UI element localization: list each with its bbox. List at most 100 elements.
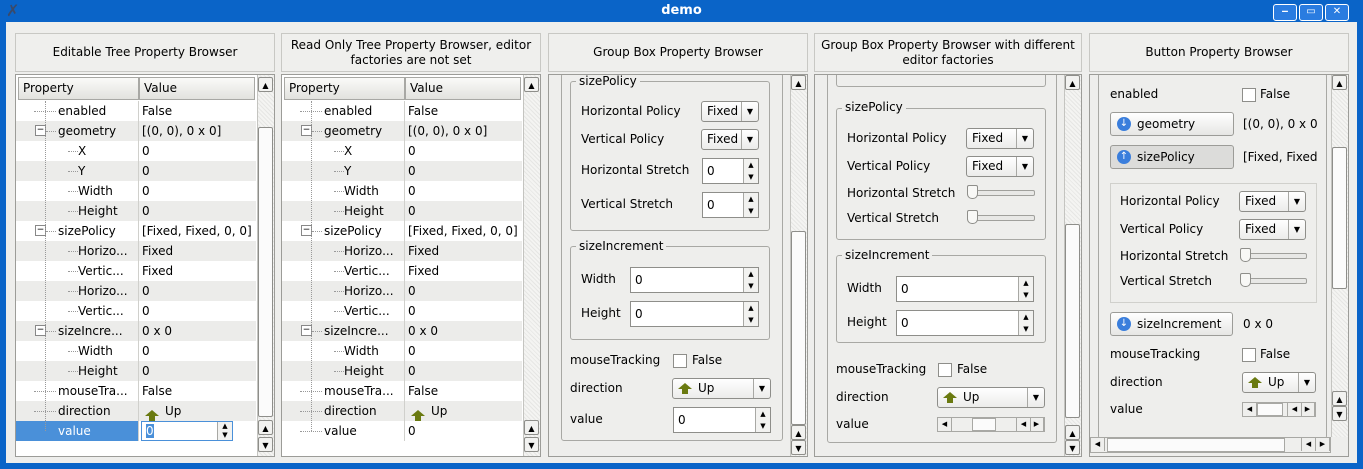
width-spinbox[interactable]: 0 ▲ ▼: [630, 267, 759, 293]
tree-row[interactable]: direction Up: [16, 401, 256, 421]
direction-combo[interactable]: Up ▼: [937, 387, 1045, 408]
scroll-left-icon[interactable]: ◀: [1301, 438, 1316, 451]
scroll-up-icon[interactable]: ▲: [1065, 425, 1080, 440]
value-spinbox[interactable]: 0 ▲ ▼: [141, 421, 233, 441]
tree-row[interactable]: Width 0: [282, 341, 522, 361]
vertical-policy-combo[interactable]: Fixed ▼: [1239, 219, 1306, 240]
scroll-down-icon[interactable]: ▼: [1332, 406, 1347, 421]
horizontal-policy-combo[interactable]: Fixed ▼: [966, 128, 1034, 149]
vertical-stretch-spinbox[interactable]: 0 ▲ ▼: [702, 192, 759, 218]
tree-row[interactable]: value 0: [282, 421, 522, 441]
tree-row[interactable]: value 0 ▲ ▼: [16, 421, 256, 441]
scroll-thumb[interactable]: [972, 418, 996, 431]
scroll-up-icon[interactable]: ▲: [791, 75, 806, 90]
scroll-up-icon[interactable]: ▲: [524, 420, 539, 435]
scroll-up-icon[interactable]: ▲: [1332, 75, 1347, 90]
scroll-down-icon[interactable]: ▼: [524, 437, 539, 452]
tree-row[interactable]: enabled False: [16, 101, 256, 121]
vertical-scrollbar[interactable]: ▲ ▲ ▼: [1331, 75, 1348, 437]
spin-up-icon[interactable]: ▲: [743, 268, 758, 280]
scroll-up-icon[interactable]: ▲: [1065, 75, 1080, 90]
slider-handle[interactable]: [1240, 248, 1251, 262]
horizontal-policy-combo[interactable]: Fixed ▼: [1239, 191, 1306, 212]
tree-row[interactable]: − sizePolicy [Fixed, Fixed, 0, 0]: [282, 221, 522, 241]
vertical-scrollbar[interactable]: ▲ ▲ ▼: [523, 75, 540, 456]
height-spinbox[interactable]: 0 ▲ ▼: [896, 310, 1034, 336]
scroll-up-icon[interactable]: ▲: [791, 425, 806, 440]
mousetracking-checkbox[interactable]: [673, 354, 687, 368]
tree-row[interactable]: Horizo... Fixed: [16, 241, 256, 261]
scroll-thumb[interactable]: [1332, 147, 1347, 289]
scroll-left-icon[interactable]: ◀: [1243, 403, 1257, 416]
column-header-property[interactable]: Property: [18, 77, 139, 100]
sizepolicy-collapse-button[interactable]: ↑ sizePolicy: [1110, 145, 1234, 169]
spin-up-icon[interactable]: ▲: [743, 159, 758, 171]
sizeincrement-expand-button[interactable]: ↓ sizeIncrement: [1110, 312, 1233, 336]
minimize-button[interactable]: ‒: [1273, 4, 1297, 21]
tree-row[interactable]: Width 0: [282, 181, 522, 201]
scroll-right-icon[interactable]: ▶: [1030, 418, 1044, 431]
enabled-checkbox[interactable]: [1242, 88, 1256, 102]
tree-row[interactable]: Vertic... 0: [16, 301, 256, 321]
tree-row[interactable]: − sizeIncre... 0 x 0: [282, 321, 522, 341]
scroll-up-icon[interactable]: ▲: [1332, 391, 1347, 406]
spin-down-icon[interactable]: ▼: [1018, 289, 1033, 301]
spin-down-icon[interactable]: ▼: [743, 280, 758, 292]
scroll-left-icon[interactable]: ◀: [1016, 418, 1031, 431]
value-spinbox-editor[interactable]: 0 ▲ ▼: [138, 421, 256, 441]
tree-row[interactable]: mouseTra... False: [16, 381, 256, 401]
scroll-thumb[interactable]: [791, 231, 806, 425]
tree-row[interactable]: Width 0: [16, 341, 256, 361]
slider-handle[interactable]: [967, 185, 978, 199]
vertical-scrollbar[interactable]: ▲ ▲ ▼: [1064, 75, 1081, 456]
slider-handle[interactable]: [1240, 273, 1251, 287]
direction-combo[interactable]: Up ▼: [672, 378, 771, 399]
column-header-property[interactable]: Property: [284, 77, 405, 100]
tree-row[interactable]: mouseTra... False: [282, 381, 522, 401]
spin-down-icon[interactable]: ▼: [755, 420, 770, 432]
scroll-up-icon[interactable]: ▲: [258, 420, 273, 435]
geometry-expand-button[interactable]: ↓ geometry: [1110, 112, 1234, 136]
scroll-left-icon[interactable]: ◀: [1287, 403, 1302, 416]
tree-row[interactable]: Vertic... Fixed: [16, 261, 256, 281]
vertical-scrollbar[interactable]: ▲ ▲ ▼: [790, 75, 807, 456]
vertical-policy-combo[interactable]: Fixed ▼: [966, 156, 1034, 177]
scroll-down-icon[interactable]: ▼: [258, 437, 273, 452]
spin-up-icon[interactable]: ▲: [755, 408, 770, 420]
spin-up-icon[interactable]: ▲: [1018, 311, 1033, 323]
tree-row[interactable]: Height 0: [16, 361, 256, 381]
scroll-up-icon[interactable]: ▲: [258, 77, 273, 92]
scroll-down-icon[interactable]: ▼: [791, 440, 806, 455]
tree-row[interactable]: direction Up: [282, 401, 522, 421]
tree-row[interactable]: Horizo... 0: [282, 281, 522, 301]
scroll-thumb[interactable]: [1065, 224, 1080, 418]
tree-row[interactable]: Vertic... Fixed: [282, 261, 522, 281]
tree-row[interactable]: Height 0: [282, 361, 522, 381]
spin-down-icon[interactable]: ▼: [743, 205, 758, 217]
scroll-thumb[interactable]: [1257, 403, 1283, 416]
spin-down-icon[interactable]: ▼: [743, 171, 758, 183]
tree-row[interactable]: Horizo... Fixed: [282, 241, 522, 261]
scroll-left-icon[interactable]: ◀: [1091, 438, 1105, 451]
column-header-value[interactable]: Value: [405, 77, 521, 100]
spin-down-icon[interactable]: ▼: [743, 314, 758, 326]
spin-up-icon[interactable]: ▲: [743, 302, 758, 314]
column-header-value[interactable]: Value: [139, 77, 255, 100]
value-spinbox[interactable]: 0 ▲ ▼: [673, 407, 771, 433]
tree-row[interactable]: − sizePolicy [Fixed, Fixed, 0, 0]: [16, 221, 256, 241]
spin-up-icon[interactable]: ▲: [217, 422, 232, 431]
scroll-left-icon[interactable]: ◀: [938, 418, 952, 431]
maximize-button[interactable]: ▭: [1299, 4, 1323, 21]
scroll-thumb[interactable]: [1107, 438, 1285, 452]
vertical-policy-combo[interactable]: Fixed ▼: [701, 129, 759, 150]
mousetracking-checkbox[interactable]: [938, 363, 952, 377]
tree-row[interactable]: − geometry [(0, 0), 0 x 0]: [16, 121, 256, 141]
scroll-up-icon[interactable]: ▲: [524, 77, 539, 92]
value-scrollbar[interactable]: ◀ ◀ ▶: [937, 417, 1045, 432]
value-scrollbar[interactable]: ◀ ◀ ▶: [1242, 402, 1316, 417]
tree-row[interactable]: Width 0: [16, 181, 256, 201]
tree-row[interactable]: Vertic... 0: [282, 301, 522, 321]
tree-row[interactable]: enabled False: [282, 101, 522, 121]
